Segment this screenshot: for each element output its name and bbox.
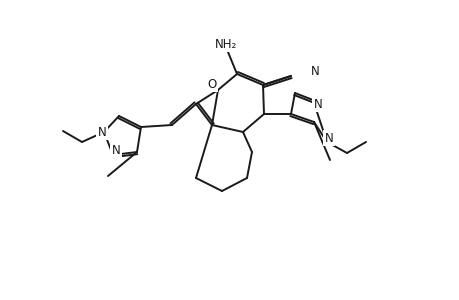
Text: N: N (324, 131, 333, 145)
Text: N: N (310, 64, 319, 77)
Text: O: O (207, 77, 216, 91)
Text: N: N (112, 143, 120, 157)
Text: NH₂: NH₂ (214, 38, 236, 50)
Text: N: N (97, 125, 106, 139)
Text: N: N (313, 98, 322, 110)
